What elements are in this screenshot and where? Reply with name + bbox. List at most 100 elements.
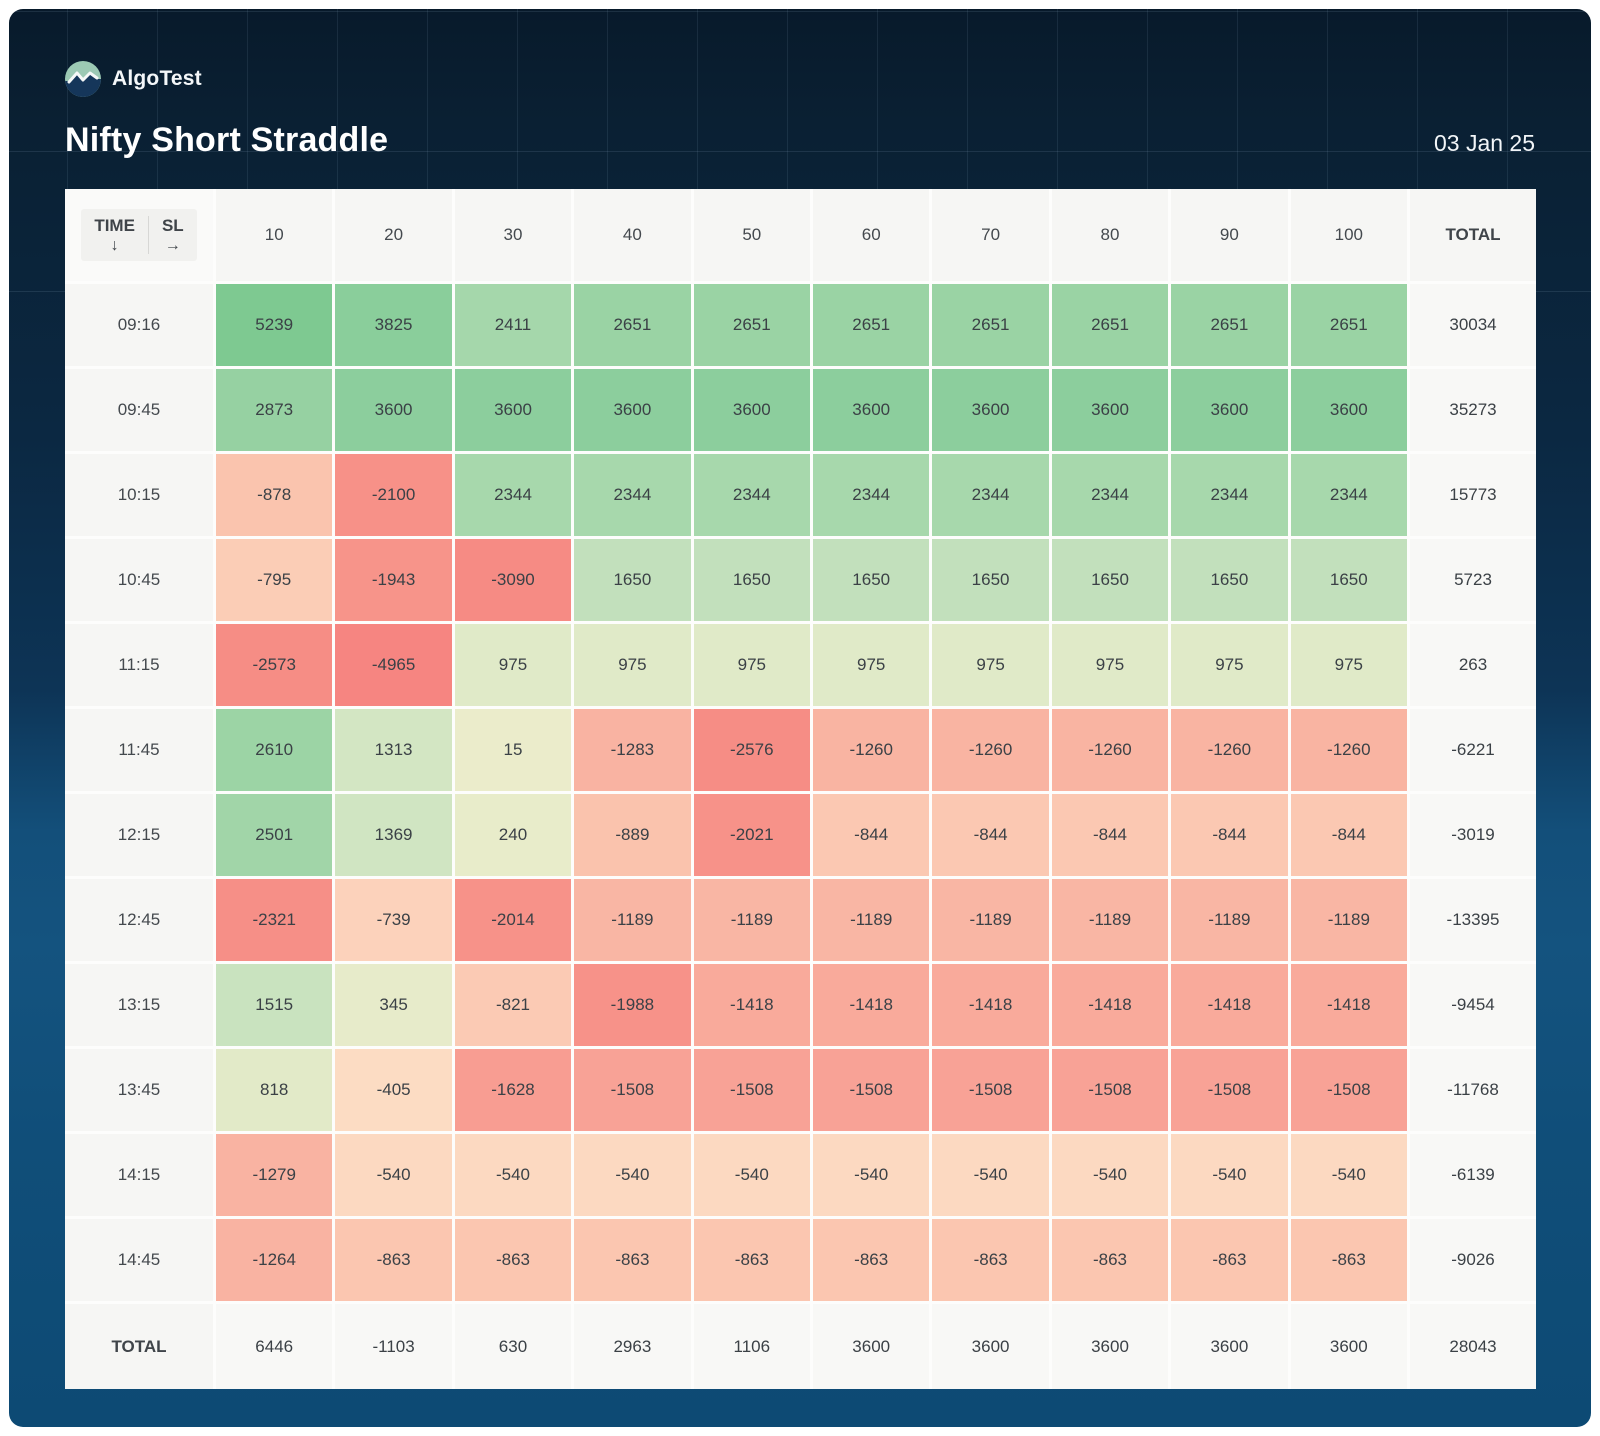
heatmap-cell: 2651 <box>813 284 930 366</box>
row-total: 30034 <box>1410 284 1536 366</box>
heatmap-cell: -863 <box>1051 1219 1169 1301</box>
heatmap-cell: -540 <box>693 1134 810 1216</box>
heatmap-cell: -1988 <box>574 964 691 1046</box>
row-total: 5723 <box>1410 539 1536 621</box>
time-sl-legend: TIME ↓ SL → <box>81 209 197 261</box>
col-header-sl-10: 10 <box>216 189 333 281</box>
row-time-label: 10:15 <box>65 454 213 536</box>
heatmap-cell: -863 <box>813 1219 930 1301</box>
heatmap-cell: -540 <box>1290 1134 1407 1216</box>
heatmap-cell: -844 <box>813 794 930 876</box>
heatmap-cell: -1418 <box>1051 964 1169 1046</box>
heatmap-cell: 2651 <box>1171 284 1288 366</box>
row-time-label: 12:15 <box>65 794 213 876</box>
col-total: 3600 <box>1051 1304 1169 1389</box>
heatmap-cell: -739 <box>335 879 452 961</box>
heatmap-cell: -863 <box>1290 1219 1407 1301</box>
heatmap-cell: -1418 <box>1290 964 1407 1046</box>
heatmap-cell: -821 <box>454 964 572 1046</box>
heatmap-cell: 1650 <box>1051 539 1169 621</box>
heatmap-cell: -1260 <box>1290 709 1407 791</box>
heatmap-cell: 2651 <box>932 284 1049 366</box>
heatmap-cell: -1508 <box>813 1049 930 1131</box>
heatmap-cell: -1260 <box>932 709 1049 791</box>
heatmap-cell: -1508 <box>932 1049 1049 1131</box>
heatmap-cell: -1418 <box>693 964 810 1046</box>
heatmap-cell: 3600 <box>932 369 1049 451</box>
heatmap-cell: 2344 <box>1051 454 1169 536</box>
right-arrow-icon: → <box>164 237 181 254</box>
heatmap-cell: -1628 <box>454 1049 572 1131</box>
heatmap-cell: 3600 <box>813 369 930 451</box>
heatmap-cell: 2651 <box>1051 284 1169 366</box>
heatmap-cell: 2873 <box>216 369 333 451</box>
heatmap-cell: 2344 <box>1290 454 1407 536</box>
heatmap-cell: 975 <box>574 624 691 706</box>
heatmap-cell: 2651 <box>574 284 691 366</box>
heatmap-cell: -1508 <box>693 1049 810 1131</box>
heatmap-cell: -1189 <box>932 879 1049 961</box>
col-header-sl-90: 90 <box>1171 189 1288 281</box>
heatmap-cell: -1189 <box>574 879 691 961</box>
row-time-label: 14:45 <box>65 1219 213 1301</box>
heatmap-cell: -540 <box>335 1134 452 1216</box>
heatmap-cell: 975 <box>693 624 810 706</box>
heatmap-cell: 2344 <box>932 454 1049 536</box>
sl-axis-label: SL → <box>147 216 197 254</box>
heatmap-cell: 975 <box>813 624 930 706</box>
heatmap-cell: -1264 <box>216 1219 333 1301</box>
heatmap-cell: -3090 <box>454 539 572 621</box>
heatmap-cell: -889 <box>574 794 691 876</box>
col-total: 3600 <box>1290 1304 1407 1389</box>
heatmap-cell: -1260 <box>813 709 930 791</box>
row-time-label: 11:45 <box>65 709 213 791</box>
col-total: 3600 <box>1171 1304 1288 1389</box>
row-total: -6221 <box>1410 709 1536 791</box>
row-time-label: 09:16 <box>65 284 213 366</box>
heatmap-cell: -1189 <box>1051 879 1169 961</box>
heatmap-cell: -540 <box>1171 1134 1288 1216</box>
row-total: -9026 <box>1410 1219 1536 1301</box>
heatmap-cell: -540 <box>574 1134 691 1216</box>
heatmap-cell: 1650 <box>693 539 810 621</box>
col-total: 1106 <box>693 1304 810 1389</box>
col-total-header: TOTAL <box>65 1304 213 1389</box>
col-header-sl-100: 100 <box>1290 189 1407 281</box>
heatmap-cell: 1650 <box>932 539 1049 621</box>
heatmap-cell: -863 <box>932 1219 1049 1301</box>
row-total: 35273 <box>1410 369 1536 451</box>
heatmap-cell: -1508 <box>1051 1049 1169 1131</box>
down-arrow-icon: ↓ <box>110 237 119 254</box>
heatmap-cell: 3600 <box>1290 369 1407 451</box>
heatmap-cell: -878 <box>216 454 333 536</box>
col-total: -1103 <box>335 1304 452 1389</box>
heatmap-cell: -4965 <box>335 624 452 706</box>
heatmap-cell: -795 <box>216 539 333 621</box>
col-header-sl-70: 70 <box>932 189 1049 281</box>
heatmap-cell: -540 <box>454 1134 572 1216</box>
heatmap-cell: -1189 <box>813 879 930 961</box>
row-time-label: 12:45 <box>65 879 213 961</box>
col-header-sl-40: 40 <box>574 189 691 281</box>
heatmap-cell: 2651 <box>1290 284 1407 366</box>
heatmap-cell: 2651 <box>693 284 810 366</box>
row-time-label: 09:45 <box>65 369 213 451</box>
heatmap-cell: 975 <box>932 624 1049 706</box>
row-total: -9454 <box>1410 964 1536 1046</box>
corner-cell: TIME ↓ SL → <box>65 189 213 281</box>
heatmap-cell: 2344 <box>454 454 572 536</box>
row-total: 263 <box>1410 624 1536 706</box>
heatmap-cell: -863 <box>335 1219 452 1301</box>
heatmap-cell: 1650 <box>1290 539 1407 621</box>
heatmap-cell: 2344 <box>693 454 810 536</box>
heatmap-cell: -2014 <box>454 879 572 961</box>
heatmap-cell: -2573 <box>216 624 333 706</box>
heatmap-cell: 975 <box>454 624 572 706</box>
heatmap-cell: 818 <box>216 1049 333 1131</box>
col-header-sl-80: 80 <box>1051 189 1169 281</box>
heatmap-cell: -844 <box>932 794 1049 876</box>
heatmap-cell: 240 <box>454 794 572 876</box>
heatmap-cell: 975 <box>1051 624 1169 706</box>
row-total: -13395 <box>1410 879 1536 961</box>
heatmap-cell: 2411 <box>454 284 572 366</box>
